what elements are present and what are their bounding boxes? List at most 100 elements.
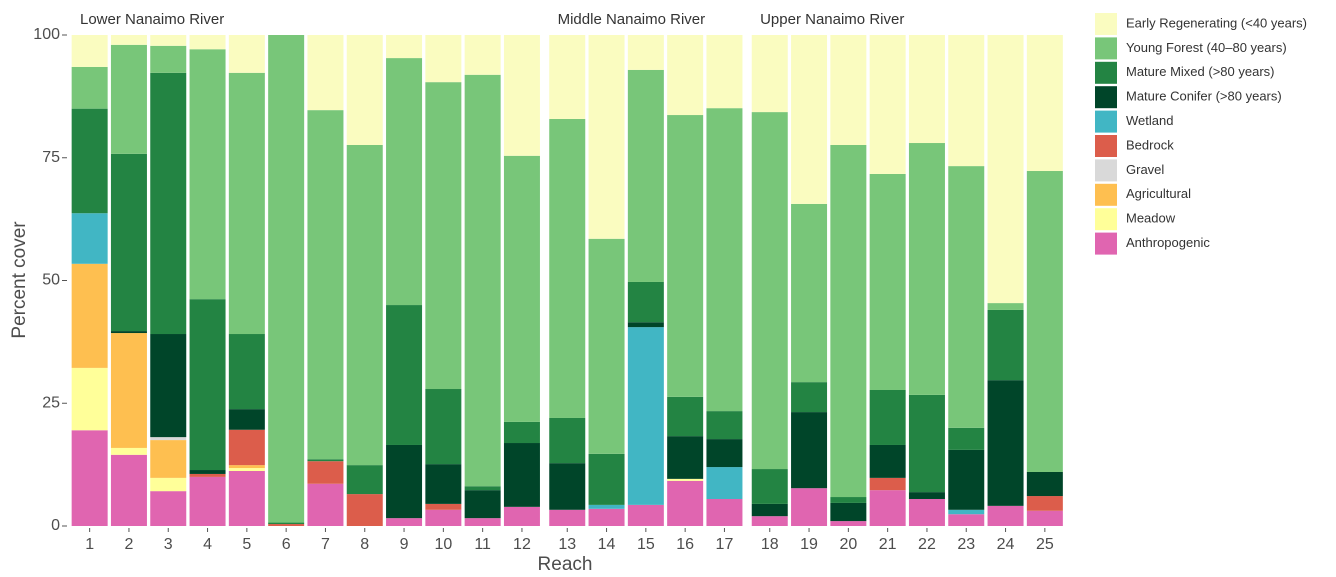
bar-segment [228, 409, 265, 430]
bar-segment [830, 144, 867, 498]
bar-segment [346, 465, 383, 495]
bar-segment [549, 509, 586, 526]
bar-segment [110, 447, 147, 455]
bar-segment [627, 504, 664, 526]
bar-segment [464, 490, 501, 519]
bar-segment [150, 491, 187, 526]
bar-segment [948, 427, 985, 450]
bar-segment [667, 478, 704, 481]
bar-segment [386, 518, 423, 526]
bar-segment [948, 449, 985, 510]
bar-segment [706, 411, 743, 440]
bar-segment [228, 471, 265, 526]
x-tick-label: 15 [637, 536, 655, 553]
bar-segment [228, 429, 265, 466]
bar-segment [464, 74, 501, 487]
bar-segment [869, 490, 906, 526]
bar-segment [346, 144, 383, 466]
bar-segment [346, 494, 383, 526]
bar-segment [228, 468, 265, 472]
bar-segment [588, 238, 625, 454]
bar-segment [386, 58, 423, 306]
bar-segment [987, 505, 1024, 526]
bar-segment [987, 303, 1024, 310]
x-tick-label: 5 [242, 536, 251, 553]
bar-segment [71, 263, 108, 368]
bar-segment [307, 110, 344, 460]
bar-segment [464, 518, 501, 526]
bar-segment [948, 166, 985, 428]
bar-segment [150, 35, 187, 46]
bar-segment [307, 483, 344, 526]
bar-segment [791, 412, 828, 489]
bar-segment [549, 417, 586, 464]
bar-segment [791, 35, 828, 204]
panel-title: Lower Nanaimo River [80, 11, 224, 28]
bar-segment [503, 421, 540, 444]
y-tick-label: 25 [42, 394, 60, 411]
x-tick-label: 12 [513, 536, 531, 553]
bar-segment [948, 509, 985, 515]
bar-segment [627, 281, 664, 323]
legend-label: Early Regenerating (<40 years) [1126, 15, 1307, 30]
bar-segment [908, 35, 945, 144]
legend-label: Bedrock [1126, 137, 1174, 152]
bar-segment [667, 396, 704, 437]
bar-segment [549, 118, 586, 418]
bar-segment [706, 439, 743, 468]
bar-segment [588, 504, 625, 509]
x-axis-title: Reach [538, 554, 593, 575]
legend-swatch [1095, 183, 1117, 206]
x-tick-label: 25 [1036, 536, 1054, 553]
bar-segment [307, 459, 344, 462]
x-tick-label: 11 [474, 536, 491, 553]
legend-swatch [1095, 159, 1117, 182]
bar-segment [869, 444, 906, 478]
bar-segment [706, 498, 743, 526]
bar-segment [150, 477, 187, 492]
bar-segment [425, 35, 462, 83]
x-tick-label: 20 [839, 536, 857, 553]
x-tick-label: 22 [918, 536, 936, 553]
bar-segment [706, 108, 743, 412]
legend-swatch [1095, 13, 1117, 35]
bar-segment [189, 49, 226, 300]
bar-segment [71, 35, 108, 67]
bar-segment [189, 470, 226, 474]
bar-segment [1026, 35, 1063, 172]
x-tick-label: 17 [716, 536, 734, 553]
bar-segment [667, 436, 704, 479]
legend-label: Mature Mixed (>80 years) [1126, 64, 1274, 79]
bar-segment [627, 69, 664, 282]
legend-swatch [1095, 232, 1117, 255]
x-tick-label: 6 [282, 536, 291, 553]
x-tick-label: 10 [434, 536, 452, 553]
bar-segment [189, 299, 226, 471]
bar-segment [908, 143, 945, 395]
bar-segment [791, 488, 828, 526]
bar-segment [503, 155, 540, 422]
bar-segment [110, 44, 147, 154]
bar-segment [150, 334, 187, 438]
bar-segment [386, 35, 423, 59]
x-tick-label: 19 [800, 536, 818, 553]
x-tick-label: 24 [997, 536, 1015, 553]
bar-segment [830, 502, 867, 522]
x-tick-label: 21 [879, 536, 897, 553]
bar-segment [150, 437, 187, 441]
bar-segment [549, 463, 586, 510]
bar-segment [588, 35, 625, 239]
bar-segment [110, 153, 147, 332]
bar-segment [549, 35, 586, 119]
legend-label: Anthropogenic [1126, 235, 1210, 250]
bar-segment [307, 35, 344, 111]
legend-swatch [1095, 135, 1117, 157]
bar-segment [869, 173, 906, 390]
bar-segment [110, 35, 147, 45]
bar-segment [464, 35, 501, 75]
bar-segment [503, 35, 540, 156]
panel-title: Middle Nanaimo River [558, 11, 706, 28]
bar-segment [268, 522, 305, 525]
bar-segment [987, 309, 1024, 381]
bar-segment [751, 35, 788, 113]
